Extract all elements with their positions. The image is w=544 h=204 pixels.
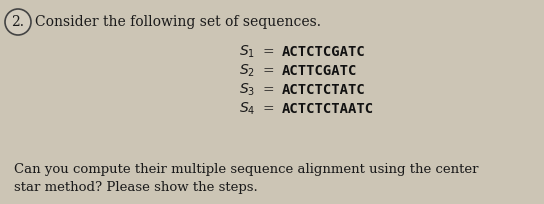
Text: Can you compute their multiple sequence alignment using the center: Can you compute their multiple sequence …	[14, 163, 479, 176]
Text: $S_1$: $S_1$	[239, 44, 255, 60]
Text: ACTCTCTAATC: ACTCTCTAATC	[282, 102, 374, 116]
Circle shape	[5, 9, 31, 35]
Text: ACTCTCGATC: ACTCTCGATC	[282, 45, 366, 59]
Text: 2.: 2.	[11, 15, 24, 29]
Text: ACTTCGATC: ACTTCGATC	[282, 64, 357, 78]
Text: ACTCTCTATC: ACTCTCTATC	[282, 83, 366, 97]
Text: $S_3$: $S_3$	[239, 82, 255, 98]
Text: $S_2$: $S_2$	[239, 63, 255, 79]
Text: =: =	[262, 102, 274, 116]
Text: =: =	[262, 64, 274, 78]
Text: star method? Please show the steps.: star method? Please show the steps.	[14, 182, 258, 194]
Text: =: =	[262, 83, 274, 97]
Text: Consider the following set of sequences.: Consider the following set of sequences.	[35, 15, 321, 29]
Text: $S_4$: $S_4$	[239, 101, 255, 117]
Text: =: =	[262, 45, 274, 59]
